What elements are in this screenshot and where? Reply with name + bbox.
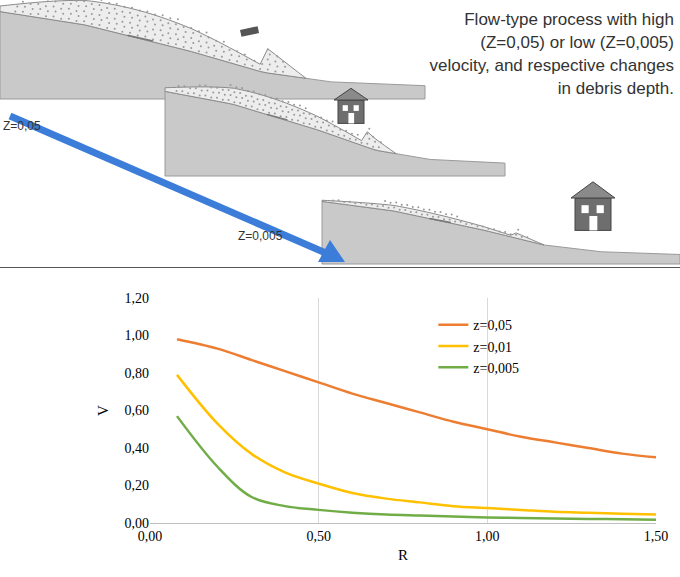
html-text:Flow-type process with high (Z: Flow-type process with high (Z=0,05) or …	[429, 10, 674, 98]
svg-text:0,80: 0,80	[125, 366, 150, 381]
svg-text:Z=0,05: Z=0,05	[3, 119, 41, 133]
svg-text:0,50: 0,50	[306, 529, 331, 544]
svg-text:1,50: 1,50	[644, 529, 669, 544]
svg-text:z=0,01: z=0,01	[473, 340, 512, 355]
svg-text:R: R	[398, 547, 408, 563]
svg-text:z=0,005: z=0,005	[473, 361, 519, 376]
svg-text:Z=0,005: Z=0,005	[238, 229, 283, 243]
svg-text:1,00: 1,00	[475, 529, 500, 544]
svg-text:0,60: 0,60	[125, 403, 150, 418]
svg-text:0,00: 0,00	[125, 516, 150, 531]
svg-text:0,00: 0,00	[138, 529, 163, 544]
svg-text:1,00: 1,00	[125, 328, 150, 343]
svg-text:0,40: 0,40	[125, 441, 150, 456]
svg-text:V: V	[95, 405, 111, 416]
svg-text:1,20: 1,20	[125, 291, 150, 306]
svg-text:0,20: 0,20	[125, 478, 150, 493]
svg-text:z=0,05: z=0,05	[473, 318, 512, 333]
